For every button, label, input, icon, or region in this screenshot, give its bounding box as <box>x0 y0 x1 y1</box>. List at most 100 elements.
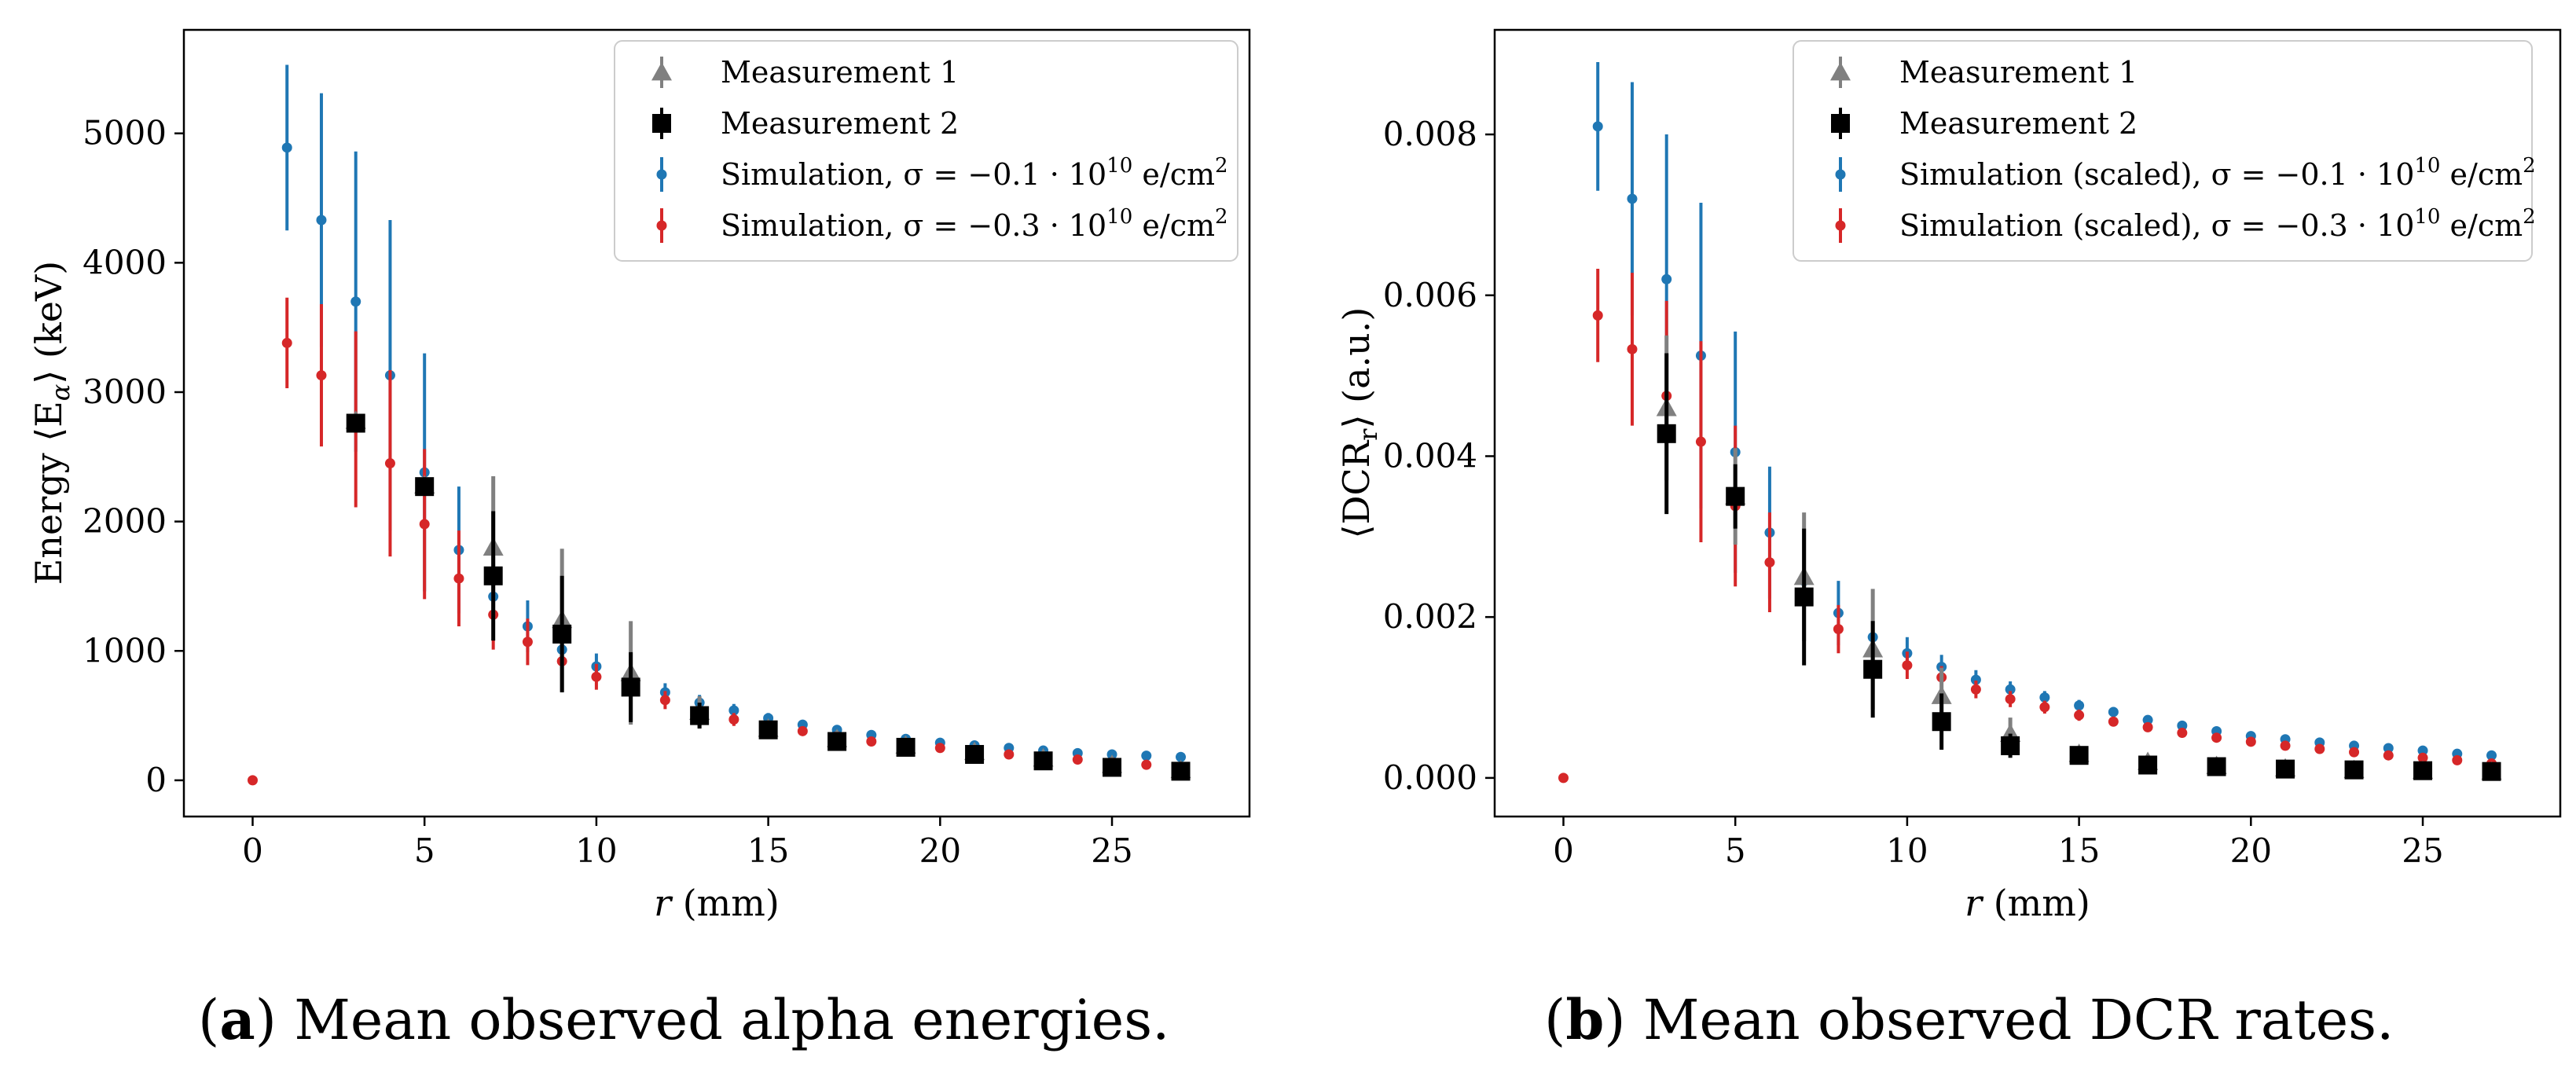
x-tick-label: 0 <box>1553 831 1574 870</box>
data-point <box>2452 754 2463 765</box>
data-point <box>2349 747 2360 758</box>
panel-a-legend-markers <box>651 57 672 243</box>
data-point <box>1695 436 1706 447</box>
data-point <box>2413 761 2433 780</box>
legend-marker <box>651 62 672 81</box>
data-point <box>2417 745 2428 756</box>
data-point <box>1176 751 1187 762</box>
data-point <box>934 743 945 754</box>
data-point <box>2005 694 2016 705</box>
data-point <box>1661 273 1672 284</box>
y-tick-label: 0.004 <box>1383 436 1477 475</box>
legend-marker <box>652 114 671 133</box>
panel-b-y-axis-label: ⟨DCRr⟩ (a.u.) <box>1335 307 1383 539</box>
data-point <box>2486 750 2497 761</box>
y-tick-label: 2000 <box>83 502 167 541</box>
data-point <box>2280 740 2291 751</box>
data-point <box>690 706 710 725</box>
data-point <box>2108 706 2119 718</box>
data-point <box>2142 714 2153 725</box>
data-point <box>866 736 877 747</box>
data-point <box>621 677 640 697</box>
data-point <box>483 566 503 585</box>
panel-b-legend-label: Measurement 1 <box>1899 55 2137 90</box>
data-point <box>2074 700 2085 711</box>
data-point <box>1863 659 1883 679</box>
panel-b-legend-box <box>1793 40 2533 262</box>
y-tick-label: 0.002 <box>1383 597 1477 636</box>
panel-b-caption: (b) Mean observed DCR rates. <box>1544 987 2394 1052</box>
data-point <box>1902 660 1913 671</box>
legend-marker <box>656 220 667 231</box>
panel-a-legend-label: Simulation, σ = −0.1 · 1010 e/cm2 <box>721 154 1228 192</box>
x-tick-label: 20 <box>919 831 961 870</box>
data-point <box>552 624 572 644</box>
x-tick-label: 10 <box>1886 831 1928 870</box>
data-point <box>1171 762 1191 781</box>
data-point <box>1970 684 1981 695</box>
data-point <box>1932 712 1951 732</box>
series-1 <box>1657 353 2501 781</box>
data-point <box>281 337 292 348</box>
data-point <box>1627 343 1638 354</box>
data-point <box>1970 674 1981 685</box>
panel-a-legend-label: Measurement 2 <box>721 106 959 141</box>
y-tick-label: 0 <box>145 761 167 799</box>
legend-marker <box>656 169 667 180</box>
x-tick-label: 25 <box>2402 831 2443 870</box>
data-point <box>1657 424 1676 443</box>
panel-b-data-points <box>1558 61 2502 784</box>
data-point <box>1072 754 1083 765</box>
data-point <box>1004 749 1015 760</box>
data-point <box>797 725 808 736</box>
data-point <box>1141 759 1152 770</box>
panel-a-legend: Measurement 1 Measurement 2 Simulation, … <box>614 40 1238 262</box>
panel-a-legend-box <box>614 40 1238 262</box>
data-point <box>1141 751 1152 762</box>
data-point <box>2005 684 2016 695</box>
data-point <box>728 705 739 716</box>
panel-b-chart: 0 5 10 15 20 25 0.000 0.002 0.004 0.006 0.008 Meas… <box>1335 28 2562 1052</box>
data-point <box>2383 750 2394 761</box>
panel-a-caption: (a) Mean observed alpha energies. <box>198 987 1169 1052</box>
data-point <box>2138 755 2158 775</box>
data-point <box>1558 773 1569 784</box>
panel-b-legend-label: Measurement 2 <box>1899 106 2137 141</box>
panel-b-legend: Measurement 1 Measurement 2 Simulation (… <box>1793 40 2536 262</box>
legend-marker <box>1835 169 1846 180</box>
data-point <box>2314 743 2325 754</box>
data-point <box>2001 736 2020 755</box>
y-tick-label: 5000 <box>83 114 167 152</box>
data-point <box>453 573 464 584</box>
data-point <box>419 519 430 530</box>
legend-marker <box>1835 220 1846 231</box>
x-tick-label: 10 <box>575 831 617 870</box>
data-point <box>2039 692 2050 703</box>
data-point <box>316 215 327 226</box>
data-point <box>1103 758 1122 777</box>
y-tick-label: 4000 <box>83 243 167 281</box>
data-point <box>2344 760 2364 780</box>
panel-a-legend-label: Measurement 1 <box>721 55 959 90</box>
data-point <box>1592 310 1603 321</box>
data-point <box>2276 759 2295 779</box>
data-point <box>247 775 258 786</box>
data-point <box>965 744 985 764</box>
data-point <box>522 637 533 648</box>
legend-marker <box>1830 62 1851 81</box>
data-point <box>2177 720 2188 731</box>
y-tick-label: 0.006 <box>1383 276 1477 314</box>
data-point <box>316 370 327 381</box>
y-tick-label: 0.008 <box>1383 115 1477 153</box>
data-point <box>2245 736 2256 747</box>
data-point <box>1033 751 1053 771</box>
panel-b-x-axis-label: r (mm) <box>1965 882 2090 924</box>
data-point <box>1794 587 1814 607</box>
data-point <box>659 695 670 706</box>
data-point <box>350 296 361 307</box>
data-point <box>591 671 602 682</box>
y-tick-label: 3000 <box>83 373 167 411</box>
data-point <box>2108 716 2119 727</box>
data-point <box>415 477 435 497</box>
